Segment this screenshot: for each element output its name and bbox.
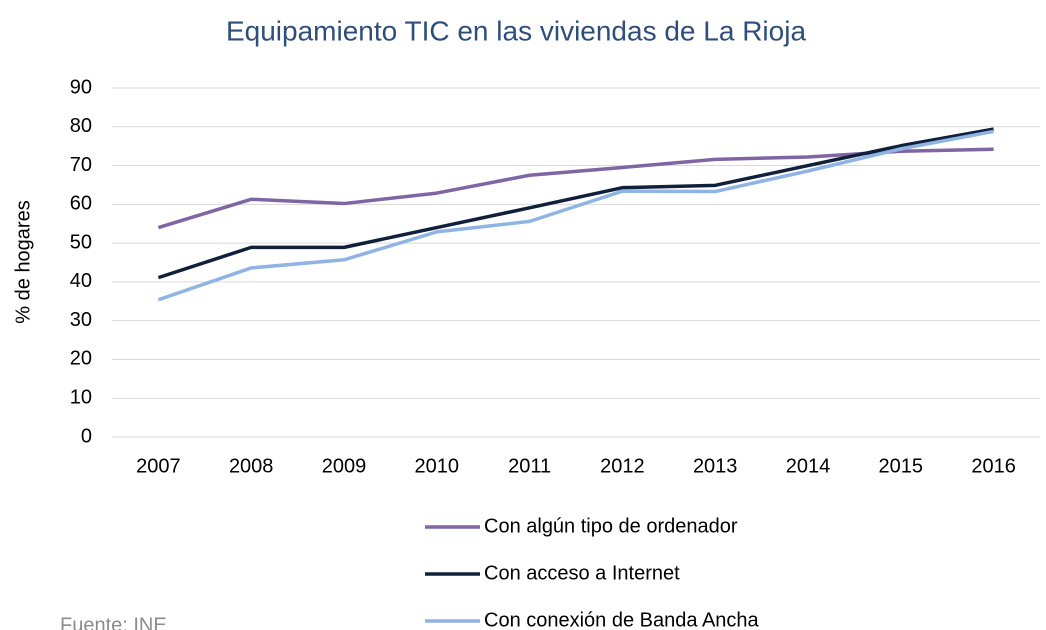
y-tick-label: 50	[70, 231, 92, 253]
x-tick-label: 2014	[786, 455, 831, 477]
y-tick-label: 30	[70, 309, 92, 331]
x-tick-label: 2013	[693, 455, 738, 477]
y-axis-label: % de hogares	[12, 200, 34, 323]
chart-title: Equipamiento TIC en las viviendas de La …	[226, 15, 806, 46]
x-tick-label: 2007	[136, 455, 181, 477]
x-tick-label: 2010	[415, 455, 460, 477]
x-tick-label: 2012	[600, 455, 645, 477]
y-tick-label: 60	[70, 193, 92, 215]
y-tick-label: 40	[70, 270, 92, 292]
x-tick-label: 2011	[508, 455, 551, 477]
legend-label: Con conexión de Banda Ancha	[484, 609, 760, 630]
x-tick-label: 2009	[322, 455, 367, 477]
series-line	[157, 129, 994, 302]
y-tick-label: 10	[70, 387, 92, 409]
legend-label: Con algún tipo de ordenador	[484, 515, 738, 537]
source-note: Fuente: INE	[60, 614, 167, 630]
x-tick-label: 2016	[971, 455, 1016, 477]
series-line	[157, 147, 994, 230]
x-tick-label: 2015	[879, 455, 924, 477]
y-tick-label: 80	[70, 115, 92, 137]
x-tick-label: 2008	[229, 455, 274, 477]
series-line	[157, 127, 994, 280]
y-tick-label: 0	[81, 425, 92, 447]
y-tick-label: 90	[70, 76, 92, 98]
y-tick-label: 20	[70, 348, 92, 370]
y-tick-label: 70	[70, 154, 92, 176]
legend-label: Con acceso a Internet	[484, 562, 680, 584]
